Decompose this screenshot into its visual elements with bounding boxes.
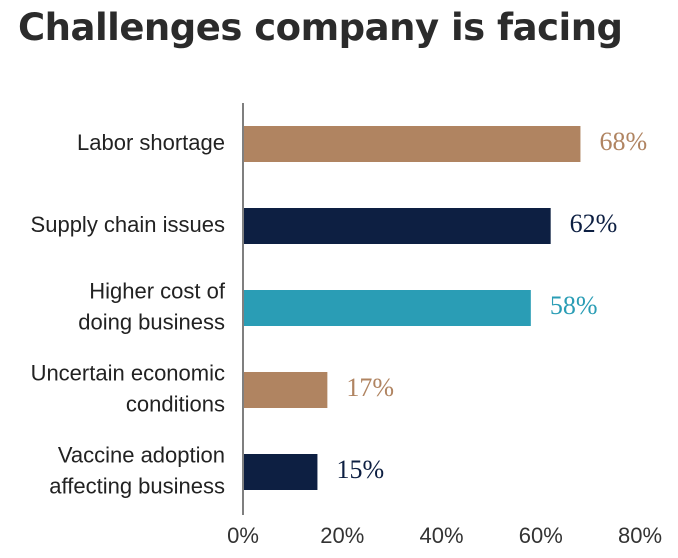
- x-tick-label-1: 20%: [320, 523, 364, 548]
- bar-0: [244, 126, 581, 162]
- value-label-1: 62%: [570, 209, 618, 238]
- category-label-3-0: Uncertain economic: [31, 360, 225, 385]
- value-labels: 68% 62% 58% 17% 15%: [336, 127, 647, 484]
- bar-4: [244, 454, 318, 490]
- category-labels: Labor shortage Supply chain issues Higher …: [31, 130, 226, 499]
- x-tick-label-0: 0%: [227, 523, 259, 548]
- value-label-4: 15%: [336, 455, 384, 484]
- bar-2: [244, 290, 531, 326]
- bars-layer: [244, 126, 581, 490]
- bar-1: [244, 208, 551, 244]
- value-label-2: 58%: [550, 291, 598, 320]
- category-label-2-1: doing business: [78, 309, 225, 334]
- value-label-3: 17%: [346, 373, 394, 402]
- category-label-0-0: Labor shortage: [77, 130, 225, 155]
- chart-title: Challenges company is facing: [18, 6, 623, 49]
- x-tick-label-4: 80%: [618, 523, 662, 548]
- x-tick-labels: 0% 20% 40% 60% 80%: [227, 523, 662, 548]
- bar-3: [244, 372, 328, 408]
- value-label-0: 68%: [599, 127, 647, 156]
- category-label-3-1: conditions: [126, 391, 225, 416]
- x-tick-label-3: 60%: [519, 523, 563, 548]
- category-label-4-1: affecting business: [49, 473, 225, 498]
- x-tick-label-2: 40%: [419, 523, 463, 548]
- category-label-1-0: Supply chain issues: [31, 212, 225, 237]
- category-label-4-0: Vaccine adoption: [58, 442, 225, 467]
- category-label-2-0: Higher cost of: [89, 278, 226, 303]
